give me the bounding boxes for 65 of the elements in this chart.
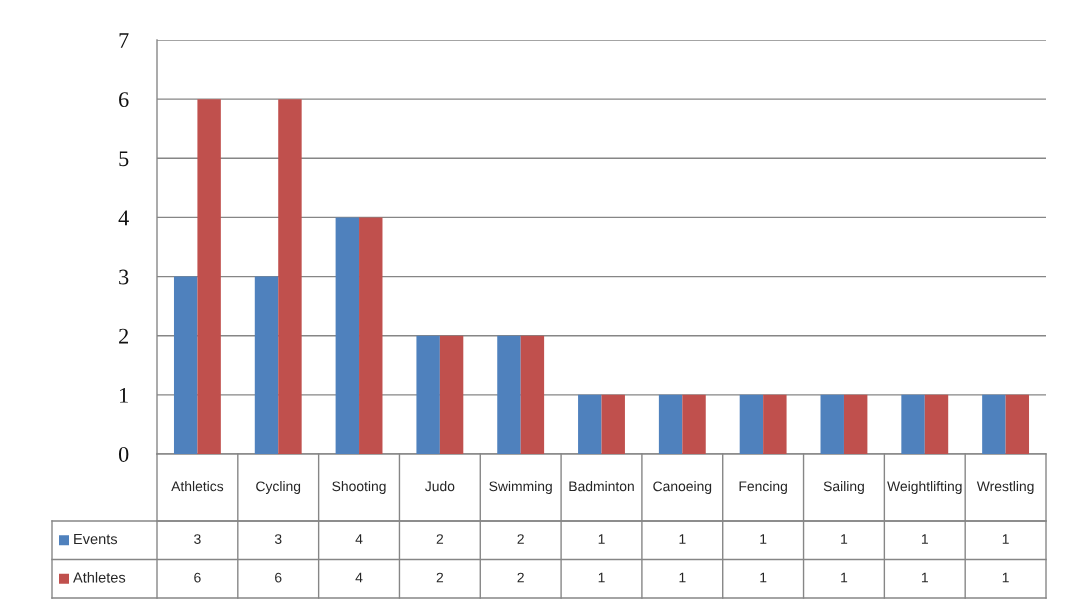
data-label: 1 xyxy=(760,534,767,544)
y-tick-label: 2 xyxy=(119,328,128,344)
data-label: 3 xyxy=(274,534,282,544)
y-tick-label: 3 xyxy=(119,269,129,285)
y-tick-label: 7 xyxy=(119,33,129,48)
data-label: 1 xyxy=(679,572,686,583)
y-tick-label: 5 xyxy=(119,151,129,167)
data-label: 4 xyxy=(355,572,363,583)
bar xyxy=(497,335,521,454)
data-label: 3 xyxy=(194,534,201,544)
data-label: 1 xyxy=(1002,534,1009,544)
bar xyxy=(520,335,545,454)
x-tick-label: Canoeing xyxy=(653,481,712,494)
bar xyxy=(658,394,683,454)
bar xyxy=(982,394,1006,454)
bar xyxy=(1005,394,1030,454)
legend-label: Events xyxy=(74,533,118,545)
data-label: 1 xyxy=(921,534,928,544)
data-label: 1 xyxy=(598,572,605,583)
bar xyxy=(739,394,764,454)
bar xyxy=(820,394,844,454)
data-label: 1 xyxy=(841,572,848,583)
data-label: 1 xyxy=(1002,572,1009,583)
data-label: 2 xyxy=(436,534,444,544)
bar xyxy=(335,217,360,454)
data-label: 1 xyxy=(841,534,848,544)
bar xyxy=(197,99,221,454)
bar xyxy=(439,335,464,454)
y-tick-label: 1 xyxy=(120,387,128,403)
x-tick-label: Cycling xyxy=(256,481,301,494)
data-label: 6 xyxy=(194,572,201,583)
y-tick-label: 4 xyxy=(118,210,129,226)
x-tick-label: Weightlifting xyxy=(887,481,962,494)
bar xyxy=(682,394,706,454)
bar xyxy=(901,394,925,454)
data-label: 6 xyxy=(275,572,282,583)
data-label: 2 xyxy=(517,534,524,544)
bar xyxy=(843,394,868,454)
bar xyxy=(416,335,440,454)
bar xyxy=(278,99,302,454)
bar xyxy=(924,394,949,454)
y-tick-label: 0 xyxy=(118,446,129,462)
bar xyxy=(601,394,625,454)
x-tick-label: Judo xyxy=(425,481,455,492)
y-tick-label: 6 xyxy=(119,92,129,108)
x-tick-label: Shooting xyxy=(332,481,386,494)
legend-label: Athletes xyxy=(73,571,126,583)
x-tick-label: Wrestling xyxy=(976,481,1034,494)
bar xyxy=(359,217,383,454)
x-tick-label: Swimming xyxy=(489,481,552,494)
data-label: 1 xyxy=(679,534,686,544)
bar xyxy=(578,394,602,454)
x-tick-label: Sailing xyxy=(823,481,864,494)
data-label: 1 xyxy=(921,572,928,583)
bar xyxy=(763,394,787,454)
x-tick-label: Athletics xyxy=(171,481,224,492)
bar xyxy=(254,276,279,454)
data-label: 2 xyxy=(517,572,524,583)
data-label: 2 xyxy=(436,572,444,583)
bar xyxy=(173,276,198,454)
x-tick-label: Fencing xyxy=(739,481,787,494)
data-label: 4 xyxy=(355,534,363,544)
data-label: 1 xyxy=(760,572,767,583)
data-label: 1 xyxy=(598,534,605,544)
x-tick-label: Badminton xyxy=(569,481,634,492)
